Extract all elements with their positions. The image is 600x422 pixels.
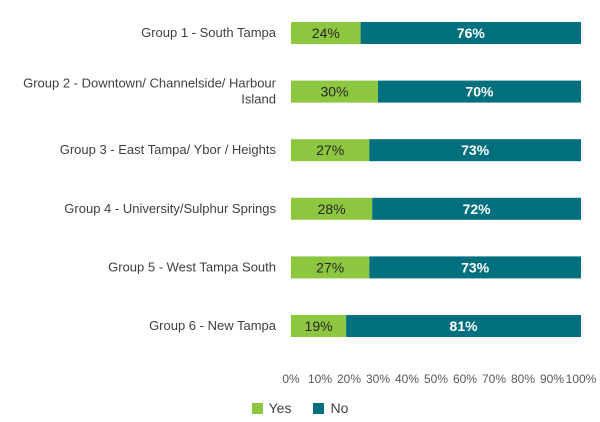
x-tick-label: 10% (308, 372, 332, 386)
data-label-no: 73% (461, 259, 490, 275)
x-tick-label: 100% (566, 372, 597, 386)
category-label: Group 1 - South Tampa (141, 25, 277, 40)
data-label-no: 81% (450, 318, 479, 334)
data-label-yes: 24% (312, 25, 340, 41)
stacked-bar-chart: Group 1 - South Tampa 24% 76% Group 2 - Dow… (23, 22, 597, 386)
legend-item-yes: Yes (251, 400, 292, 416)
data-label-yes: 28% (318, 201, 346, 217)
x-tick-label: 20% (337, 372, 361, 386)
x-tick-label: 80% (511, 372, 535, 386)
data-label-yes: 19% (305, 318, 333, 334)
x-tick-label: 70% (482, 372, 506, 386)
bar-no (360, 22, 581, 44)
bar-no (369, 139, 581, 162)
bar-no (346, 315, 581, 337)
bar-yes (291, 256, 370, 279)
data-label-yes: 27% (316, 142, 344, 158)
legend-swatch-no (313, 402, 325, 414)
x-tick-label: 50% (424, 372, 448, 386)
bar-yes (291, 139, 370, 162)
bar-yes (291, 22, 361, 44)
data-label-no: 70% (465, 84, 494, 100)
bar-no (372, 197, 581, 220)
category-label: Island (241, 92, 276, 107)
category-label: Group 2 - Downtown/ Channelside/ Harbour (23, 76, 277, 91)
bar-yes (291, 315, 347, 337)
legend-item-no: No (313, 400, 348, 416)
legend: Yes No (0, 400, 600, 416)
category-label: Group 6 - New Tampa (149, 318, 277, 333)
x-tick-label: 0% (282, 372, 300, 386)
legend-label-no: No (330, 400, 349, 416)
x-tick-label: 30% (366, 372, 390, 386)
data-label-no: 72% (463, 201, 492, 217)
data-label-yes: 30% (320, 84, 348, 100)
x-tick-label: 60% (453, 372, 477, 386)
data-label-no: 76% (457, 25, 486, 41)
legend-swatch-yes (251, 402, 263, 414)
category-label: Group 5 - West Tampa South (108, 259, 276, 274)
category-label: Group 4 - University/Sulphur Springs (64, 201, 276, 216)
bar-no (369, 256, 581, 279)
x-tick-label: 40% (395, 372, 419, 386)
x-tick-label: 90% (540, 372, 564, 386)
data-label-no: 73% (461, 142, 490, 158)
bar-no (378, 80, 581, 103)
bar-yes (291, 197, 373, 220)
category-label: Group 3 - East Tampa/ Ybor / Heights (60, 142, 277, 157)
legend-label-yes: Yes (268, 400, 292, 416)
bar-yes (291, 80, 378, 103)
data-label-yes: 27% (316, 259, 344, 275)
